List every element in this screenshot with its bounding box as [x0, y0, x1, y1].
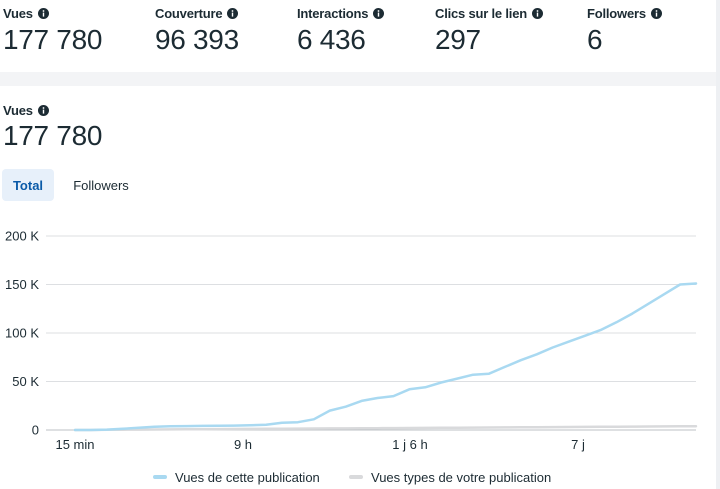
chart-series [73, 282, 698, 432]
x-tick-label: 1 j 6 h [392, 437, 427, 452]
x-tick-label: 7 j [571, 437, 585, 452]
y-tick-label: 0 [32, 423, 39, 438]
section-divider [0, 72, 720, 86]
chart-gridlines [46, 235, 696, 431]
stat-interactions-value: 6 436 [297, 24, 366, 55]
stat-interactions-label: Interactions [297, 5, 369, 21]
views-section-value: 177 780 [3, 120, 103, 151]
x-tick-label: 15 min [55, 437, 94, 452]
stat-views-label: Vues [3, 5, 33, 21]
stat-reach: Couverture 96 393 [155, 4, 239, 56]
stat-views-value: 177 780 [3, 24, 103, 55]
stat-interactions: Interactions 6 436 [297, 4, 385, 56]
legend-item-series1[interactable]: Vues de cette publication [153, 468, 320, 486]
tab-total[interactable]: Total [2, 169, 54, 201]
chart-y-ticks: 0 50 K 100 K 150 K 200 K [5, 229, 39, 438]
tab-followers[interactable]: Followers [73, 177, 129, 193]
legend-item-series2[interactable]: Vues types de votre publication [349, 468, 551, 486]
y-tick-label: 50 K [12, 374, 39, 389]
info-icon[interactable] [227, 7, 239, 19]
stat-followers-value: 6 [587, 24, 603, 55]
legend-label-series2: Vues types de votre publication [371, 469, 552, 485]
stats-bar: Vues 177 780 Couverture 96 393 Interacti… [0, 0, 720, 72]
x-tick-label: 9 h [234, 437, 252, 452]
views-section-label: Vues [3, 101, 49, 119]
stat-views: Vues 177 780 [3, 4, 102, 56]
stat-followers: Followers 6 [587, 4, 662, 56]
stat-link-clicks: Clics sur le lien 297 [435, 4, 543, 56]
stat-link-clicks-label: Clics sur le lien [435, 5, 527, 21]
stat-reach-label: Couverture [155, 5, 223, 21]
y-tick-label: 150 K [5, 277, 39, 292]
info-icon[interactable] [373, 7, 385, 19]
info-icon[interactable] [650, 7, 662, 19]
stat-followers-label: Followers [587, 5, 646, 21]
legend-label-series1: Vues de cette publication [175, 469, 320, 485]
legend-swatch-series2 [349, 475, 363, 479]
chart-x-ticks: 15 min 9 h 1 j 6 h 7 j [55, 437, 584, 452]
y-tick-label: 100 K [5, 326, 39, 341]
stat-reach-value: 96 393 [155, 24, 239, 55]
info-icon[interactable] [531, 7, 543, 19]
views-section-title: Vues [3, 102, 33, 118]
info-icon[interactable] [37, 104, 49, 116]
legend-swatch-series1 [153, 475, 167, 479]
y-tick-label: 200 K [5, 229, 39, 244]
stat-link-clicks-value: 297 [435, 24, 481, 55]
series-line-typical-views [73, 424, 698, 432]
scrollbar-track[interactable] [716, 0, 720, 489]
info-icon[interactable] [37, 7, 49, 19]
views-line-chart: 0 50 K 100 K 150 K 200 K 15 min 9 h 1 j 6 h 7 j [5, 229, 698, 452]
series-line-post-views [73, 282, 698, 432]
